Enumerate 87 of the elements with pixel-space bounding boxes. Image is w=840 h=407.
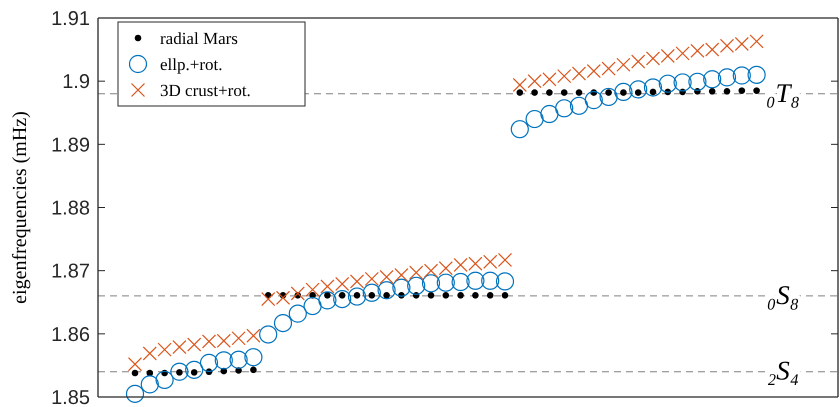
point	[348, 287, 366, 306]
point	[338, 292, 346, 299]
point	[616, 58, 630, 72]
point	[200, 354, 218, 372]
point	[452, 272, 470, 292]
legend-label: ellp.+rot.	[160, 55, 222, 74]
point	[378, 281, 396, 300]
point	[128, 357, 142, 372]
point	[333, 290, 352, 308]
point	[304, 296, 322, 316]
point	[753, 87, 760, 94]
ref-line-label: ₀T₈	[766, 78, 800, 108]
point	[629, 80, 648, 98]
point	[584, 91, 603, 110]
point	[481, 272, 500, 290]
y-tick-label: 1.86	[51, 324, 90, 346]
point	[132, 370, 138, 376]
point	[555, 99, 574, 118]
point	[614, 82, 632, 102]
point	[576, 89, 582, 96]
point	[290, 286, 305, 301]
point	[274, 314, 292, 332]
point	[214, 351, 233, 370]
point	[540, 104, 558, 124]
point	[436, 274, 455, 292]
point	[570, 96, 588, 115]
point	[442, 292, 450, 299]
point	[658, 74, 677, 93]
point	[250, 366, 257, 374]
y-tick-label: 1.85	[51, 387, 90, 407]
point	[288, 304, 307, 323]
point	[170, 362, 188, 381]
point	[703, 70, 722, 88]
point	[516, 89, 524, 96]
point	[362, 284, 381, 302]
point	[718, 68, 736, 86]
point	[259, 325, 278, 344]
point	[306, 282, 320, 297]
y-tick-label: 1.91	[51, 8, 90, 30]
point	[688, 72, 706, 91]
point	[748, 66, 766, 84]
ref-line-label: ₂S₄	[766, 356, 800, 386]
point	[732, 66, 751, 85]
point	[230, 350, 248, 369]
point	[650, 88, 656, 96]
ref-line-label: ₀S₈	[766, 280, 800, 310]
point	[126, 384, 144, 403]
point	[644, 78, 662, 97]
point	[140, 375, 159, 394]
point	[457, 292, 464, 299]
y-tick-label: 1.9	[62, 71, 90, 94]
point	[392, 278, 410, 297]
point	[560, 89, 568, 96]
point	[422, 274, 440, 292]
point	[738, 87, 746, 94]
point	[605, 89, 612, 96]
point	[674, 73, 692, 92]
legend-label: 3D crust+rot.	[160, 81, 251, 100]
point	[146, 370, 154, 376]
y-tick-label: 1.88	[51, 198, 90, 220]
point	[512, 78, 527, 92]
point	[526, 110, 544, 128]
point	[546, 89, 553, 96]
point	[496, 272, 514, 291]
point	[708, 88, 716, 95]
point	[428, 292, 434, 299]
legend-label: radial Mars	[160, 29, 238, 48]
y-tick-label: 1.89	[51, 134, 90, 156]
point	[472, 292, 479, 299]
point	[142, 346, 157, 361]
point	[600, 88, 618, 106]
point	[531, 89, 538, 96]
point	[407, 276, 426, 295]
point	[244, 348, 262, 366]
point	[631, 54, 646, 69]
y-axis-title: eigenfrequencies (mHz)	[9, 111, 31, 304]
point	[486, 292, 494, 299]
point	[466, 272, 484, 290]
point	[324, 292, 331, 299]
point	[510, 120, 529, 138]
point	[318, 291, 336, 310]
point	[724, 88, 730, 95]
point	[156, 370, 174, 390]
point	[502, 292, 508, 299]
y-tick-label: 1.87	[51, 260, 90, 283]
point	[383, 292, 390, 299]
point	[185, 360, 204, 379]
